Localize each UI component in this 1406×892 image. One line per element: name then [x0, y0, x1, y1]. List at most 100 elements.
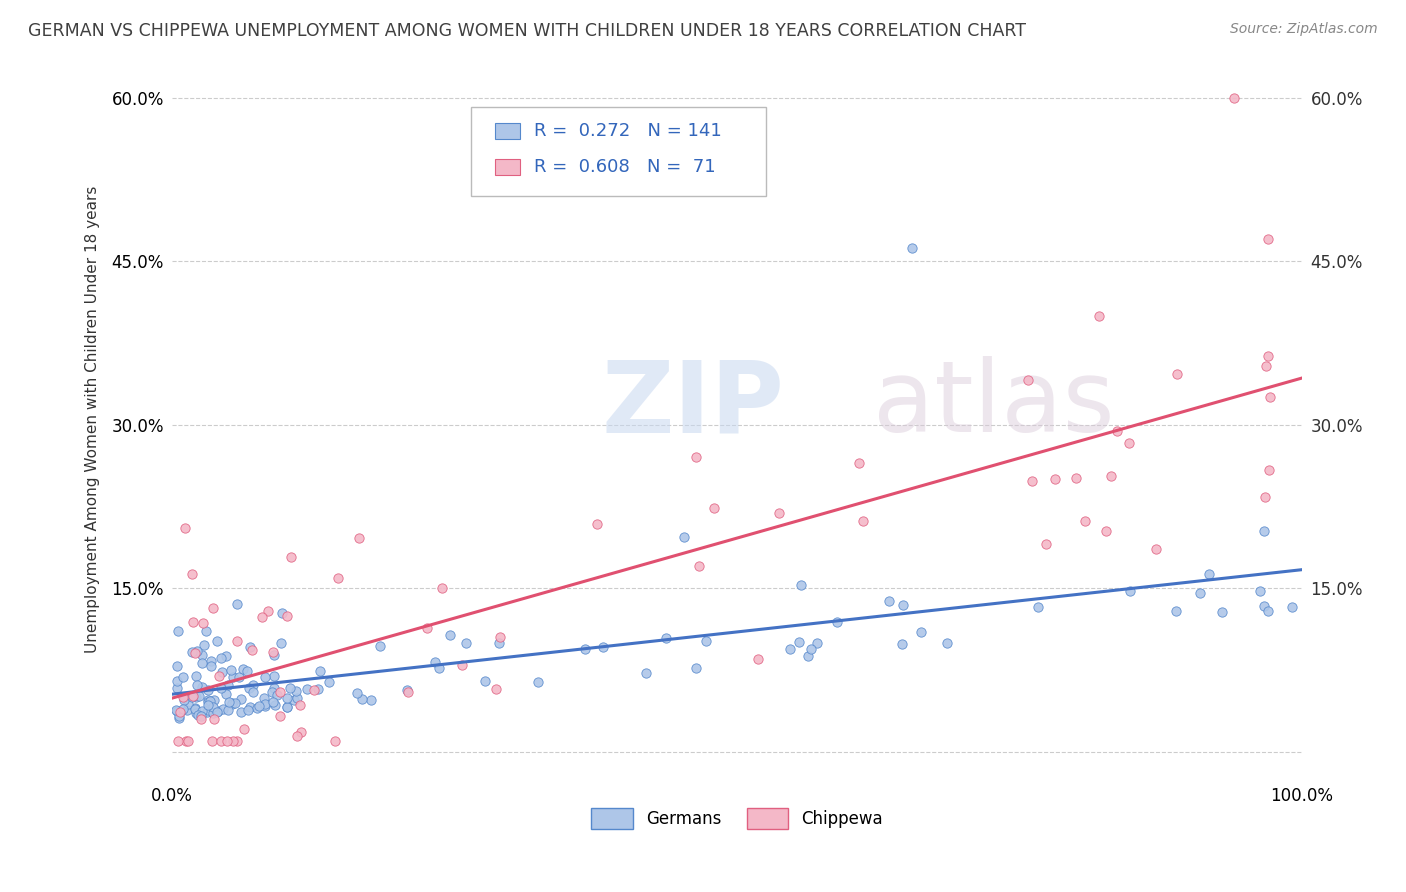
Point — [270, 635, 292, 649]
Point — [1254, 490, 1277, 504]
Point — [1064, 471, 1087, 485]
Point — [191, 704, 214, 718]
Point — [239, 640, 262, 654]
Point — [574, 641, 596, 656]
Point — [200, 654, 222, 668]
Point — [184, 702, 207, 716]
Point — [396, 685, 419, 699]
Point — [695, 634, 717, 648]
Point — [186, 690, 208, 704]
Point — [1189, 585, 1212, 599]
Point — [485, 681, 508, 696]
Point — [910, 625, 932, 640]
Point — [195, 705, 218, 719]
Point — [222, 670, 245, 684]
Point — [221, 697, 243, 711]
Point — [202, 692, 225, 706]
Point — [236, 703, 259, 717]
Point — [790, 578, 813, 592]
Point — [238, 681, 260, 695]
Point — [222, 733, 245, 747]
Point — [247, 698, 270, 713]
Point — [188, 690, 211, 704]
Point — [191, 648, 214, 663]
Point — [209, 681, 232, 695]
Point — [190, 712, 212, 726]
Point — [396, 682, 419, 697]
Point — [852, 514, 875, 528]
Point — [1257, 463, 1279, 477]
Point — [200, 658, 222, 673]
Point — [232, 662, 254, 676]
Point — [207, 705, 229, 719]
Point — [181, 615, 204, 629]
Point — [176, 704, 198, 718]
Point — [266, 688, 288, 702]
Point — [202, 700, 225, 714]
Point — [186, 644, 208, 658]
Point — [326, 570, 349, 584]
Point — [197, 696, 219, 710]
Point — [307, 682, 329, 697]
Point — [1166, 604, 1188, 618]
Point — [1257, 605, 1279, 619]
Point — [451, 658, 474, 673]
Point — [218, 695, 240, 709]
Point — [347, 531, 370, 545]
Point — [221, 696, 243, 710]
Point — [346, 686, 368, 700]
Point — [184, 669, 207, 683]
Point — [269, 708, 291, 723]
Y-axis label: Unemployment Among Women with Children Under 18 years: Unemployment Among Women with Children U… — [86, 186, 100, 653]
Point — [1021, 474, 1043, 488]
Point — [288, 698, 311, 712]
Point — [254, 699, 277, 714]
Point — [209, 651, 232, 665]
Point — [935, 636, 957, 650]
Point — [208, 668, 231, 682]
Point — [240, 643, 263, 657]
Point — [205, 706, 228, 720]
Point — [190, 708, 212, 723]
Point — [1257, 349, 1279, 363]
Text: Source: ZipAtlas.com: Source: ZipAtlas.com — [1230, 22, 1378, 37]
Point — [360, 692, 382, 706]
Point — [323, 733, 346, 747]
Point — [201, 733, 224, 747]
Point — [211, 665, 233, 679]
Point — [848, 456, 870, 470]
Text: atlas: atlas — [873, 357, 1115, 453]
Point — [1026, 600, 1049, 615]
Point — [262, 645, 284, 659]
Point — [233, 723, 256, 737]
Point — [212, 702, 235, 716]
Point — [1099, 468, 1122, 483]
Point — [167, 733, 190, 747]
Point — [176, 697, 198, 711]
Point — [1073, 514, 1095, 528]
Point — [262, 695, 284, 709]
Point — [173, 521, 195, 535]
Point — [416, 621, 439, 635]
Point — [1095, 524, 1118, 538]
Point — [263, 648, 285, 662]
Point — [1211, 605, 1233, 619]
Text: R =  0.272   N = 141: R = 0.272 N = 141 — [534, 122, 723, 140]
Point — [454, 636, 477, 650]
Point — [295, 682, 318, 697]
Point — [280, 550, 302, 565]
Point — [226, 598, 249, 612]
Point — [211, 733, 233, 747]
Point — [284, 683, 307, 698]
Text: R =  0.608   N =  71: R = 0.608 N = 71 — [534, 158, 716, 176]
Point — [246, 701, 269, 715]
Point — [276, 700, 298, 714]
Point — [181, 690, 204, 705]
Point — [166, 704, 188, 718]
Point — [191, 615, 214, 630]
Point — [242, 685, 264, 699]
Legend: Germans, Chippewa: Germans, Chippewa — [585, 802, 890, 835]
Point — [592, 640, 614, 654]
Point — [181, 689, 204, 703]
Point — [219, 663, 242, 677]
